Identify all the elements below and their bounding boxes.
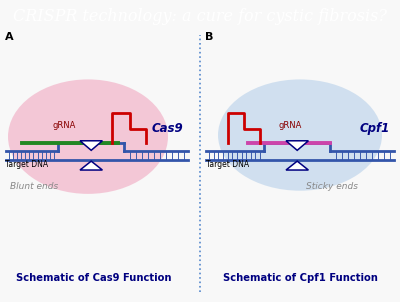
Ellipse shape — [218, 79, 382, 191]
Text: Schematic of Cas9 Function: Schematic of Cas9 Function — [16, 273, 172, 283]
Polygon shape — [80, 161, 102, 170]
Polygon shape — [80, 141, 102, 150]
Ellipse shape — [8, 79, 168, 194]
Text: Target DNA: Target DNA — [5, 160, 48, 169]
Text: Cpf1: Cpf1 — [360, 122, 390, 135]
Text: CRISPR technology: a cure for cystic fibrosis?: CRISPR technology: a cure for cystic fib… — [13, 8, 387, 25]
Polygon shape — [286, 141, 308, 150]
Text: Sticky ends: Sticky ends — [306, 182, 358, 191]
Text: B: B — [205, 32, 213, 42]
Text: Schematic of Cpf1 Function: Schematic of Cpf1 Function — [222, 273, 378, 283]
Text: gRNA: gRNA — [278, 121, 302, 130]
Text: Target DNA: Target DNA — [206, 160, 249, 169]
Text: Cas9: Cas9 — [152, 122, 184, 135]
Text: Blunt ends: Blunt ends — [10, 182, 58, 191]
Polygon shape — [286, 161, 308, 170]
Text: gRNA: gRNA — [52, 121, 76, 130]
Text: A: A — [5, 32, 14, 42]
